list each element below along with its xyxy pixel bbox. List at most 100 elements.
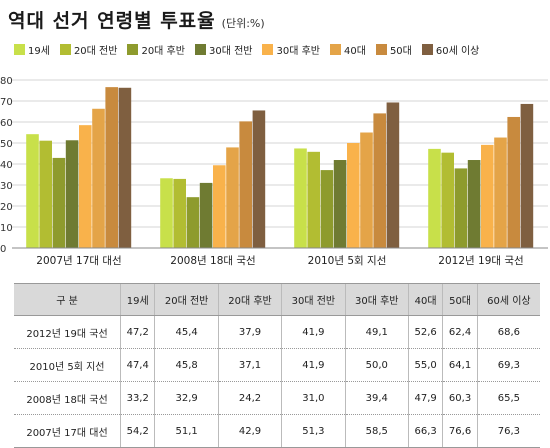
bar [481,144,494,248]
table-cell: 64,1 [442,348,478,382]
table-row: 2008년 18대 국선 33,2 32,9 24,2 31,0 39,4 47,9 60,3… [14,381,540,415]
bar [39,140,52,248]
table-row: 2007년 17대 대선 54,2 51,1 42,9 51,3 58,5 66,3 76,6… [14,414,540,448]
table-cell: 65,5 [476,381,540,415]
legend-item: 20대 후반 [127,42,185,57]
data-table: 구 분 19세 20대 전반 20대 후반 30대 전반 30대 후반 40대 50대 60세 … [14,283,540,448]
legend: 19세 20대 전반 20대 후반 30대 전반 30대 후반 40대 50대 60세 이상 [14,42,548,57]
bar [92,108,105,248]
x-tick-label: 2012년 19대 국선 [438,255,523,267]
table-header-cell: 20대 후반 [217,283,282,316]
bar [454,168,468,248]
data-table-wrap: 구 분 19세 20대 전반 20대 후반 30대 전반 30대 후반 40대 50대 60세 … [14,283,540,448]
y-tick-label: 30 [0,181,13,192]
bar [428,148,441,248]
table-header-cell: 20대 전반 [154,283,219,316]
table-cell: 69,3 [476,348,540,382]
table-cell: 41,9 [281,315,346,349]
legend-item: 19세 [14,42,50,57]
table-cell: 45,8 [154,348,219,382]
legend-label: 30대 전반 [208,46,253,57]
legend-swatch [127,44,139,55]
table-cell: 66,3 [407,414,443,448]
bar [252,110,266,248]
chart-title-block: 역대 선거 연령별 투표율 (단위:%) [8,6,265,36]
bar [333,160,347,248]
y-tick-label: 80 [0,76,13,87]
table-cell: 60,3 [442,381,478,415]
bar [373,113,386,248]
table-cell: 47,9 [407,381,443,415]
table-cell: 33,2 [119,381,155,415]
bar [441,152,454,248]
bar [213,165,226,248]
bar [239,121,252,248]
legend-item: 30대 전반 [194,42,253,57]
legend-swatch [14,44,25,55]
legend-label: 19세 [28,46,50,57]
legend-label: 20대 전반 [73,46,118,57]
table-cell: 62,4 [442,315,478,349]
bar [118,87,132,248]
bar [52,157,66,248]
legend-item: 50대 [375,42,412,57]
bar [386,102,400,248]
table-cell: 51,1 [154,414,219,448]
bar [65,140,79,248]
table-cell: 2007년 17대 대선 [14,414,121,448]
chart-title: 역대 선거 연령별 투표율 [8,10,216,32]
y-tick-label: 60 [0,118,13,129]
table-cell: 2010년 5회 지선 [14,348,121,382]
table-body: 2012년 19대 국선 47,2 45,4 37,9 41,9 49,1 52,6 62,4… [14,315,540,448]
legend-label: 60세 이상 [435,46,480,57]
table-header-cell: 30대 후반 [344,283,409,316]
x-tick-label: 2007년 17대 대선 [36,255,121,267]
y-tick-label: 40 [0,160,13,171]
bar [520,103,534,248]
legend-swatch [421,44,433,55]
bar [79,125,92,248]
y-tick-label: 0 [0,244,6,255]
legend-label: 30대 후반 [276,46,320,57]
bar [360,132,373,248]
table-cell: 37,1 [217,348,282,382]
bar [494,137,507,248]
table-cell: 52,6 [407,315,443,349]
table-header-cell: 50대 [442,283,478,316]
y-tick-label: 50 [0,139,13,150]
table-cell: 32,9 [154,381,219,415]
x-tick-label: 2010년 5회 지선 [308,255,387,267]
table-cell: 31,0 [281,381,346,415]
table-row: 2012년 19대 국선 47,2 45,4 37,9 41,9 49,1 52,6 62,4… [14,315,540,349]
y-tick-label: 10 [0,223,13,234]
table-cell: 24,2 [217,381,282,415]
table-cell: 42,9 [217,414,282,448]
bar [294,148,307,248]
table-cell: 41,9 [281,348,346,382]
table-cell: 45,4 [154,315,219,349]
bar [26,134,39,248]
bar [307,151,320,248]
legend-item: 30대 후반 [262,42,320,57]
table-cell: 39,4 [344,381,409,415]
legend-item: 40대 [330,42,366,57]
bar [467,160,481,248]
legend-swatch [330,44,341,55]
table-row: 2010년 5회 지선 47,4 45,8 37,1 41,9 50,0 55,0 64,1 6… [14,348,540,382]
table-cell: 76,6 [442,414,478,448]
table-cell: 50,0 [344,348,409,382]
table-header-row: 구 분 19세 20대 전반 20대 후반 30대 전반 30대 후반 40대 50대 60세 … [14,283,540,316]
table-cell: 47,2 [119,315,155,349]
bar [160,178,173,248]
legend-swatch [59,44,71,55]
table-cell: 47,4 [119,348,155,382]
table-cell: 37,9 [217,315,282,349]
legend-label: 50대 [389,46,412,57]
table-header-cell: 30대 전반 [281,283,346,316]
legend-swatch [194,44,206,55]
y-tick-label: 20 [0,202,13,213]
table-cell: 49,1 [344,315,409,349]
bar [507,116,520,249]
table-cell: 2008년 18대 국선 [14,381,121,415]
legend-label: 20대 후반 [141,46,185,57]
